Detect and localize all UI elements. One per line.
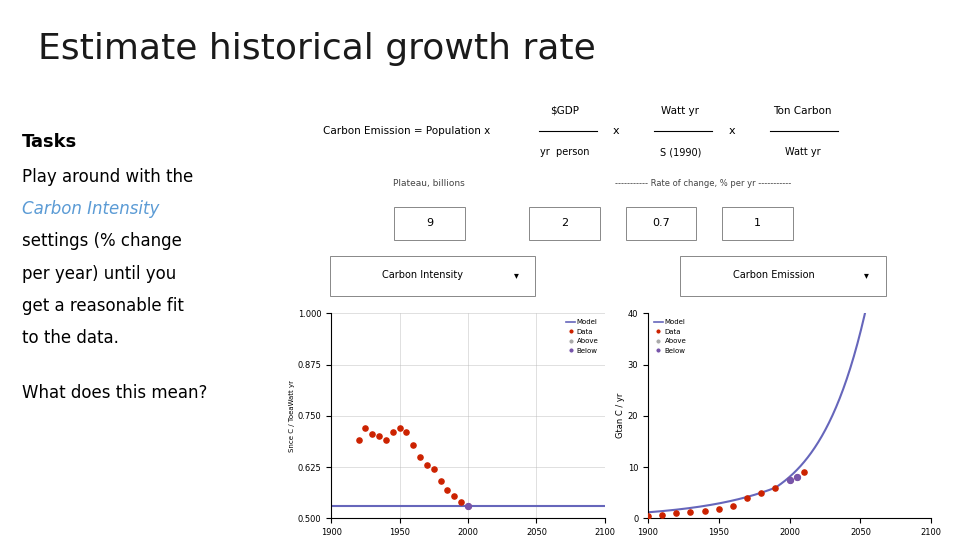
FancyBboxPatch shape (394, 207, 465, 240)
Point (460, 502, 475, 510)
Point (446, 491, 462, 500)
Point (640, 511, 656, 520)
Point (739, 494, 755, 502)
Text: Carbon Emission: Carbon Emission (732, 271, 814, 280)
Text: Carbon Emission = Population x: Carbon Emission = Population x (324, 126, 491, 136)
Text: x: x (729, 126, 735, 136)
Text: 2: 2 (561, 219, 568, 228)
Point (789, 473, 804, 482)
Text: Carbon Intensity: Carbon Intensity (382, 271, 464, 280)
Text: to the data.: to the data. (22, 329, 119, 347)
Point (440, 485, 455, 494)
Point (789, 473, 804, 482)
Point (655, 510, 670, 519)
FancyBboxPatch shape (329, 256, 536, 296)
Point (358, 424, 373, 433)
Text: Estimate historical growth rate: Estimate historical growth rate (38, 32, 596, 65)
Point (420, 461, 435, 469)
Legend: Model, Data, Above, Below: Model, Data, Above, Below (652, 316, 689, 356)
Text: 0.7: 0.7 (652, 219, 670, 228)
Point (754, 488, 769, 497)
Y-axis label: Gtan C / yr: Gtan C / yr (616, 393, 625, 438)
Point (768, 483, 783, 492)
Y-axis label: Snce C / ToeaWatt yr: Snce C / ToeaWatt yr (289, 380, 295, 452)
Point (413, 453, 428, 461)
Point (669, 509, 684, 517)
Text: Tasks: Tasks (22, 133, 78, 151)
Point (398, 428, 414, 436)
Point (683, 508, 698, 517)
Point (392, 424, 407, 433)
Point (711, 505, 727, 514)
Text: What does this mean?: What does this mean? (22, 384, 207, 402)
Text: ▾: ▾ (864, 271, 869, 280)
Text: x: x (612, 126, 619, 136)
Text: Ton Carbon: Ton Carbon (773, 106, 831, 116)
Point (372, 432, 387, 441)
Point (365, 430, 380, 438)
Text: ----------- Rate of change, % per yr -----------: ----------- Rate of change, % per yr ---… (614, 179, 791, 188)
Point (350, 436, 366, 445)
Text: Plateau, billions: Plateau, billions (394, 179, 466, 188)
Point (726, 501, 741, 510)
Text: yr  person: yr person (540, 147, 589, 157)
FancyBboxPatch shape (681, 256, 886, 296)
Point (782, 476, 798, 484)
Point (453, 498, 468, 507)
FancyBboxPatch shape (529, 207, 600, 240)
Point (426, 465, 442, 474)
Point (405, 440, 420, 449)
Text: get a reasonable fit: get a reasonable fit (22, 297, 184, 315)
Legend: Model, Data, Above, Below: Model, Data, Above, Below (564, 316, 601, 356)
FancyBboxPatch shape (626, 207, 696, 240)
Point (796, 468, 811, 476)
Point (697, 507, 712, 515)
Text: per year) until you: per year) until you (22, 265, 177, 282)
Text: ▾: ▾ (514, 271, 518, 280)
Point (460, 502, 475, 510)
Text: Watt yr: Watt yr (661, 106, 699, 116)
Point (782, 476, 798, 484)
FancyBboxPatch shape (722, 207, 793, 240)
Text: settings (% change: settings (% change (22, 232, 182, 250)
Point (385, 428, 400, 436)
Text: S (1990): S (1990) (660, 147, 701, 157)
Point (378, 436, 394, 445)
Point (433, 477, 448, 486)
Text: Play around with the: Play around with the (22, 167, 193, 186)
Text: 9: 9 (426, 219, 433, 228)
Text: 1: 1 (754, 219, 761, 228)
Text: Carbon Intensity: Carbon Intensity (22, 200, 159, 218)
Text: Watt yr: Watt yr (784, 147, 820, 157)
Text: $GDP: $GDP (550, 106, 579, 116)
